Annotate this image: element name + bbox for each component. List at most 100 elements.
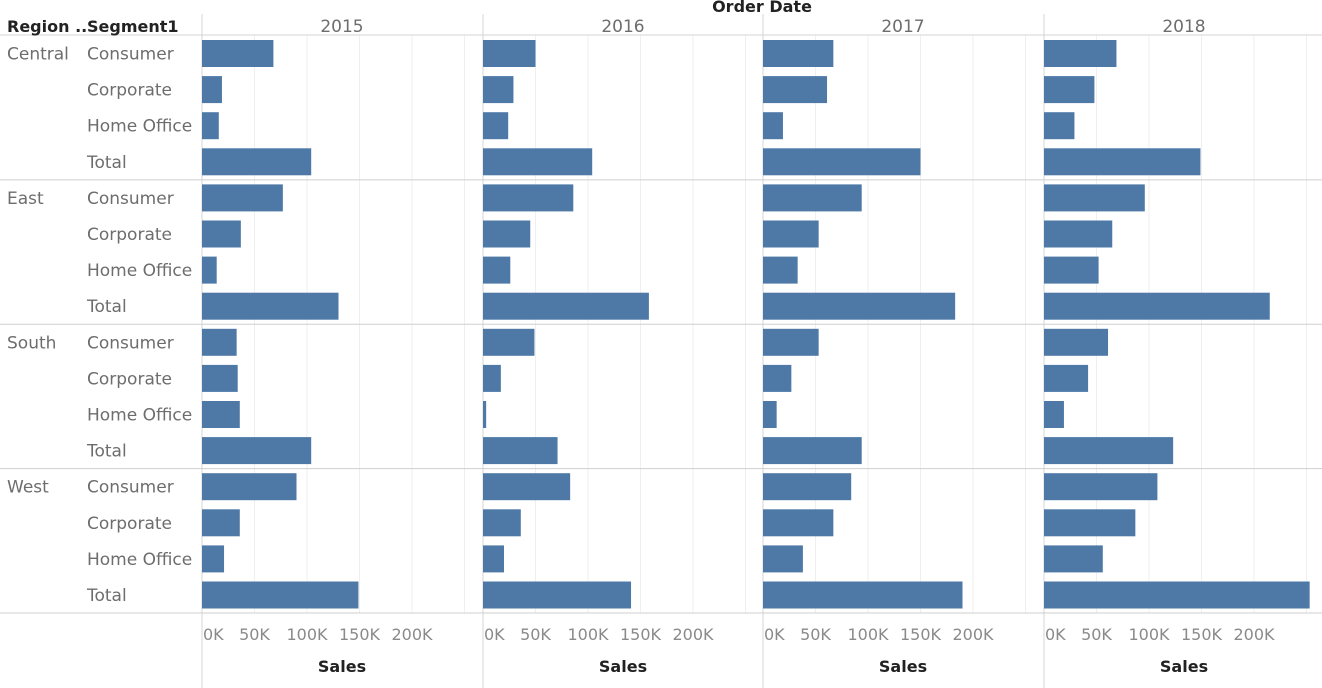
x-tick-label: 100K xyxy=(286,625,328,644)
segment-label: Total xyxy=(86,586,127,606)
bar xyxy=(1044,112,1075,140)
bar xyxy=(763,401,777,428)
region-label: South xyxy=(7,333,56,353)
x-tick-label: 200K xyxy=(1233,625,1275,644)
bar xyxy=(483,76,514,104)
bar xyxy=(202,184,283,212)
bar xyxy=(202,509,240,537)
x-tick-label: 0K xyxy=(203,625,224,644)
bar xyxy=(763,292,956,320)
x-tick-label: 100K xyxy=(567,625,609,644)
segment-label: Corporate xyxy=(87,514,172,534)
x-axis-title: Sales xyxy=(599,657,647,676)
x-tick-label: 50K xyxy=(1081,625,1112,644)
bar xyxy=(202,437,312,465)
bar xyxy=(763,509,834,537)
bar xyxy=(1044,220,1113,248)
segment-label: Corporate xyxy=(87,81,172,101)
bar xyxy=(763,473,852,501)
bar xyxy=(202,148,312,176)
bar xyxy=(202,581,359,609)
segment-label: Home Office xyxy=(87,406,192,426)
segment-label: Home Office xyxy=(87,261,192,281)
bar xyxy=(1044,76,1095,104)
x-tick-label: 200K xyxy=(952,625,994,644)
labels: Order Date Region .. Segment1 2015 2016 20… xyxy=(7,0,1275,676)
bar xyxy=(1044,328,1109,356)
x-tick-label: 150K xyxy=(620,625,662,644)
segment-label: Total xyxy=(86,297,127,317)
bar xyxy=(763,220,819,248)
x-tick-label: 50K xyxy=(520,625,551,644)
bar xyxy=(483,148,593,176)
segment-label: Consumer xyxy=(87,333,174,353)
bar xyxy=(483,292,649,320)
x-axis-title: Sales xyxy=(318,657,366,676)
x-tick-label: 50K xyxy=(239,625,270,644)
bar xyxy=(483,437,558,465)
x-tick-label: 100K xyxy=(1128,625,1170,644)
bar xyxy=(202,364,238,392)
segment-label: Consumer xyxy=(87,478,174,498)
bar xyxy=(483,256,511,284)
segment-label: Consumer xyxy=(87,45,174,65)
bar xyxy=(483,581,632,609)
segment-label: Corporate xyxy=(87,225,172,245)
bar xyxy=(483,364,501,392)
bar xyxy=(202,112,219,140)
bar xyxy=(1044,292,1270,320)
x-tick-label: 0K xyxy=(1045,625,1066,644)
year-header: 2017 xyxy=(881,17,924,37)
bar xyxy=(483,473,571,501)
bar xyxy=(1044,509,1136,537)
bar xyxy=(483,545,504,573)
segment-label: Home Office xyxy=(87,550,192,570)
bar xyxy=(1044,401,1064,428)
row-header-region: Region .. xyxy=(7,17,87,36)
x-axis-title: Sales xyxy=(1160,657,1208,676)
year-header: 2016 xyxy=(601,17,644,37)
bar xyxy=(763,112,783,140)
x-tick-label: 200K xyxy=(391,625,433,644)
region-label: East xyxy=(7,189,44,209)
segment-label: Total xyxy=(86,153,127,173)
bar xyxy=(483,112,509,140)
bar xyxy=(483,401,487,428)
x-tick-label: 0K xyxy=(764,625,785,644)
bar xyxy=(202,40,274,67)
bar xyxy=(1044,473,1158,501)
bar xyxy=(202,256,217,284)
bar xyxy=(763,76,828,104)
x-axis-title: Sales xyxy=(879,657,927,676)
bar xyxy=(763,256,798,284)
region-label: West xyxy=(7,478,49,498)
bar xyxy=(763,40,834,67)
bar xyxy=(1044,148,1201,176)
bar xyxy=(1044,545,1103,573)
column-header-title: Order Date xyxy=(712,0,812,16)
bar xyxy=(483,328,535,356)
segment-label: Total xyxy=(86,442,127,462)
bar xyxy=(763,184,862,212)
bar xyxy=(202,473,297,501)
bar xyxy=(483,184,574,212)
bar xyxy=(1044,437,1174,465)
bar xyxy=(483,509,521,537)
bar xyxy=(1044,256,1099,284)
year-header: 2015 xyxy=(320,17,363,37)
bar xyxy=(202,401,240,428)
bar xyxy=(763,364,792,392)
bar xyxy=(202,76,222,104)
bar xyxy=(202,545,225,573)
x-tick-label: 200K xyxy=(672,625,714,644)
bar xyxy=(763,581,963,609)
bar xyxy=(1044,184,1145,212)
x-tick-label: 150K xyxy=(339,625,381,644)
x-tick-label: 50K xyxy=(800,625,831,644)
segment-label: Home Office xyxy=(87,117,192,137)
segment-label: Corporate xyxy=(87,369,172,389)
bar xyxy=(763,545,803,573)
bar xyxy=(763,328,819,356)
x-tick-label: 0K xyxy=(484,625,505,644)
